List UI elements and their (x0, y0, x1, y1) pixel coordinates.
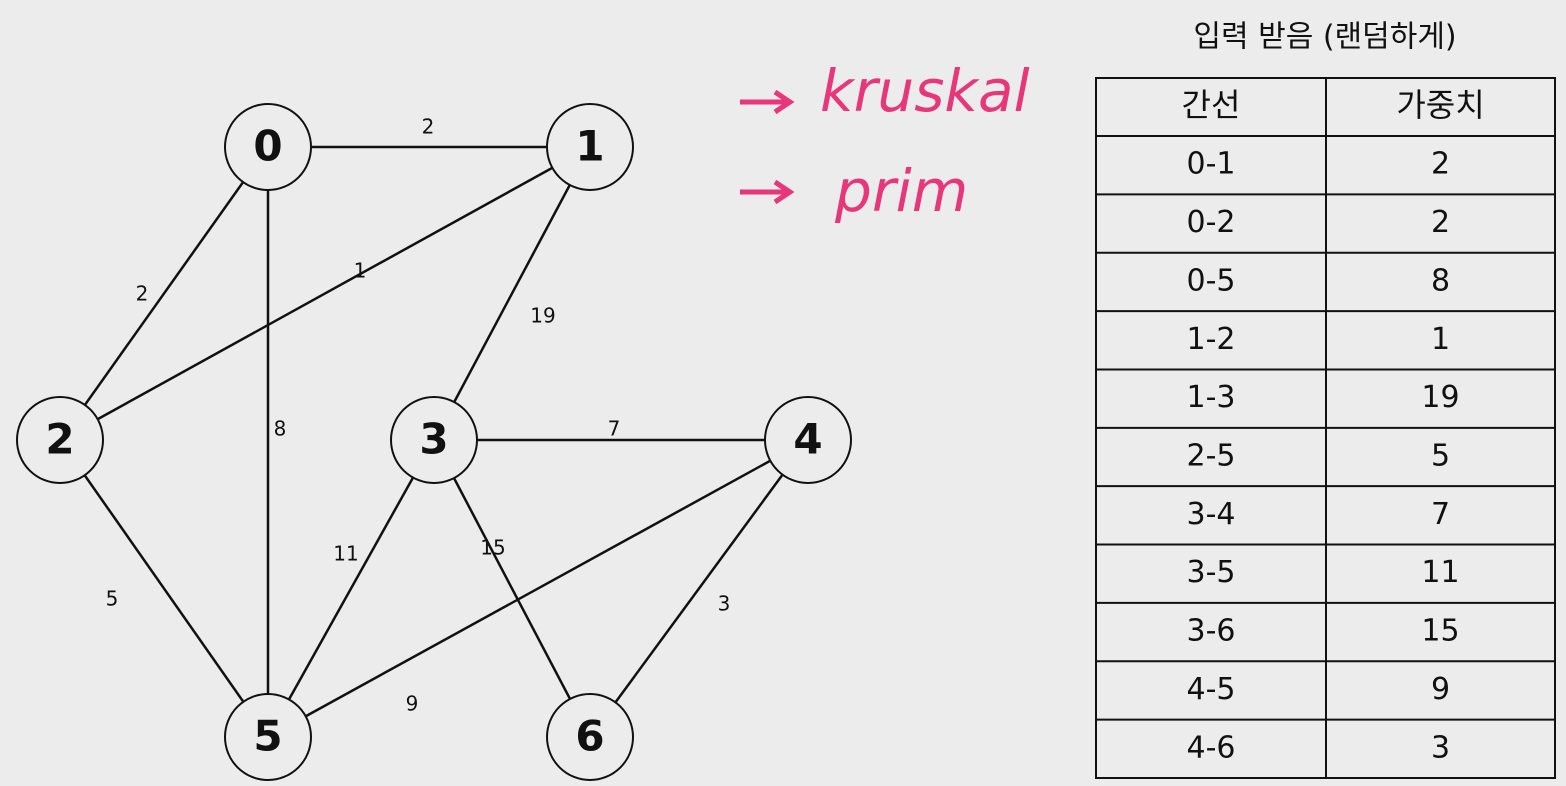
node (764, 396, 852, 484)
handwritten-notes: kruskal prim (740, 57, 1030, 225)
table-cell: 7 (1431, 497, 1450, 532)
table-cell: 1 (1431, 322, 1450, 357)
edge (58, 439, 270, 738)
node-label: 6 (575, 712, 604, 761)
edge-weight: 11 (333, 542, 358, 566)
table-cell: 2-5 (1187, 439, 1236, 474)
edge (58, 146, 270, 441)
table-cell: 2 (1431, 147, 1450, 182)
edge-weight: 3 (718, 592, 731, 616)
table-cell: 3-5 (1187, 555, 1236, 590)
node-label: 2 (45, 415, 74, 464)
table-cell: 9 (1431, 672, 1450, 707)
edge (432, 439, 592, 738)
edge-weight: 5 (106, 587, 119, 611)
table-cell: 1-3 (1187, 380, 1236, 415)
edge-table: 간선 가중치 0-1 2 0-2 2 0-5 8 1-2 1 1-3 19 2-5 5 3-4 7 3-5 11 3… (1095, 77, 1556, 779)
edge-weight: 15 (480, 536, 505, 560)
edge (588, 439, 810, 738)
edges: 2 2 8 1 19 5 7 11 15 9 3 (58, 115, 810, 739)
node-label: 1 (575, 122, 604, 171)
table-cell: 11 (1421, 555, 1459, 590)
node (390, 396, 478, 484)
table-cell: 1-2 (1187, 322, 1236, 357)
table-cell: 5 (1431, 439, 1450, 474)
table-cell: 3-6 (1187, 614, 1236, 649)
table-cell: 8 (1431, 263, 1450, 298)
node (224, 693, 312, 781)
edge-weight: 2 (136, 282, 149, 306)
edge (267, 438, 809, 739)
edge-weight: 8 (274, 417, 287, 441)
node (16, 396, 104, 484)
caption: 입력 받음 (랜덤하게) (1193, 20, 1456, 55)
node (546, 693, 634, 781)
node (546, 103, 634, 191)
table-cell: 0-5 (1187, 263, 1236, 298)
table-cell: 4-5 (1187, 672, 1236, 707)
table-cell: 15 (1421, 614, 1459, 649)
edge (432, 146, 592, 441)
nodes: 0 1 2 3 4 5 6 (16, 103, 852, 781)
table-header: 가중치 (1396, 86, 1484, 124)
table-cell: 0-2 (1187, 205, 1236, 240)
table-cell: 4-6 (1187, 730, 1236, 765)
table-cell: 3-4 (1187, 497, 1236, 532)
table-cell: 19 (1421, 380, 1459, 415)
node-label: 3 (419, 415, 448, 464)
node-label: 4 (793, 415, 822, 464)
note: prim (834, 157, 968, 225)
table-cell: 0-1 (1187, 147, 1236, 182)
arrow (740, 89, 795, 205)
table-header: 간선 (1182, 86, 1241, 124)
table-cell: 2 (1431, 205, 1450, 240)
edge-weight: 1 (354, 259, 367, 283)
node-label: 0 (253, 122, 282, 171)
edge-weight: 9 (406, 692, 419, 716)
node-label: 5 (253, 712, 282, 761)
node (224, 103, 312, 191)
table-cell: 3 (1431, 730, 1450, 765)
edge-weight: 19 (530, 304, 555, 328)
edge (266, 439, 436, 738)
edge-weight: 2 (422, 115, 435, 139)
note: kruskal (820, 57, 1030, 125)
edge (59, 145, 591, 442)
edge-weight: 7 (608, 417, 621, 441)
